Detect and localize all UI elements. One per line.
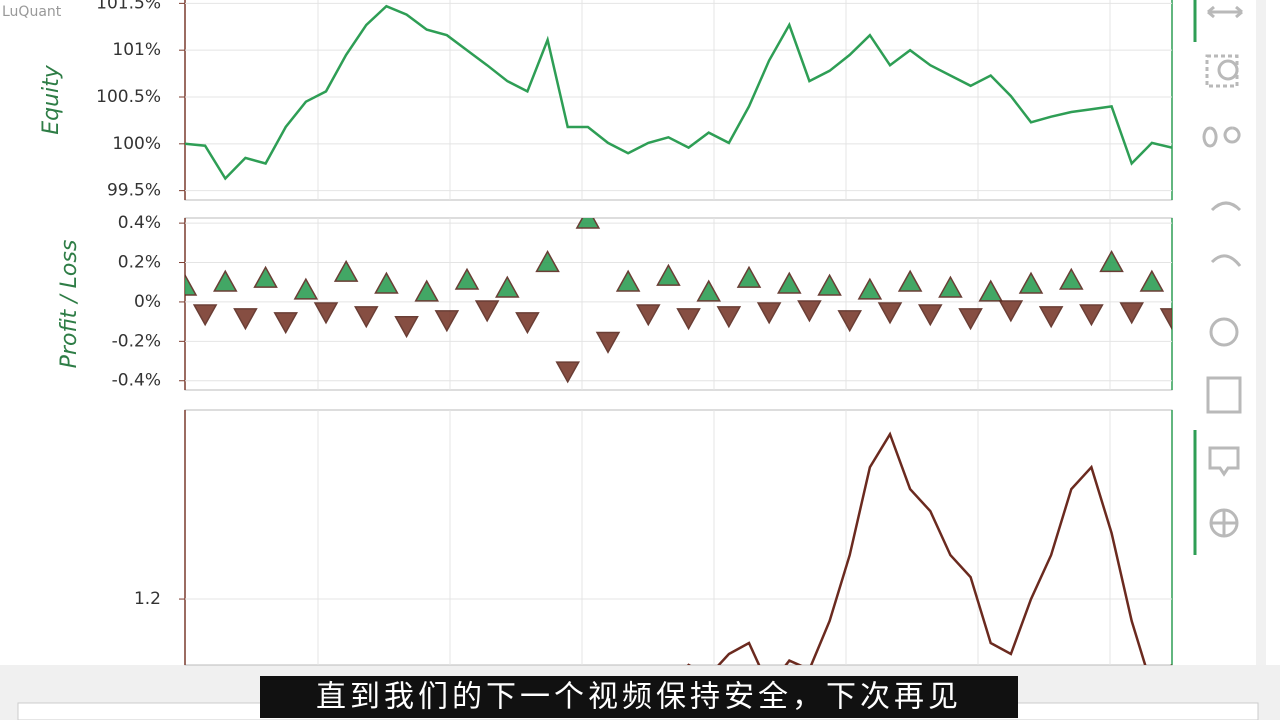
trade-marker [857,277,883,300]
panel: 99.5% 100% 100.5% 101% 101.5% Equity [39,0,1173,201]
pan-tool[interactable] [1207,5,1243,19]
trade-marker [273,312,298,335]
redo-tool[interactable] [1210,254,1242,267]
trade-marker [716,306,742,329]
watermark: LuQuant [2,4,62,20]
trade-marker [777,271,802,294]
trade-marker [676,308,701,331]
trade-marker [837,310,862,333]
trade-marker [333,259,359,282]
trade-marker [555,361,580,384]
trade-marker [185,273,198,296]
subtitle-box [260,676,1018,718]
trade-marker [374,271,399,294]
trade-marker [1139,269,1165,292]
hover-tool[interactable] [1208,446,1240,477]
trade-marker [575,218,601,229]
plot-area [185,218,1172,384]
trade-marker [1059,267,1084,290]
plot-area [185,4,1172,181]
wheel-zoom-tool[interactable] [1202,126,1241,148]
trade-marker [394,316,419,339]
trade-marker [1119,302,1144,325]
charts: 99.5% 100% 100.5% 101% 101.5% Equity -0.4% -0.2… [39,0,1173,666]
trade-marker [293,277,319,300]
y-tick-label: 0% [134,292,161,312]
trade-marker [998,300,1024,323]
trade-marker [515,312,540,335]
trade-marker [253,265,278,288]
y-tick-label: 0.2% [118,253,161,273]
trade-marker [656,263,681,286]
trade-marker [474,300,500,323]
trade-marker [595,331,621,354]
trade-marker [897,269,923,292]
plot-area [686,431,1172,665]
trade-marker [615,269,641,292]
trade-marker [877,302,903,325]
trade-marker [434,310,460,333]
trade-marker [454,267,480,290]
line-series [185,4,1172,181]
line-series [686,431,1172,665]
trade-marker [1038,306,1064,329]
trade-marker [756,302,782,325]
y-tick-label: 1.2 [134,589,161,609]
trade-marker [817,273,842,296]
trade-marker [233,308,258,331]
toolbar [1193,0,1243,555]
subtitle: 直到我们的下一个视频保持安全，下次再见 [316,680,962,715]
y-tick-label: 100% [112,134,161,154]
reset-tool[interactable] [1209,317,1239,347]
trade-marker [354,306,379,329]
trade-marker [495,275,520,298]
trade-marker [696,279,721,302]
save-tool[interactable] [1206,376,1242,414]
y-tick-label: 101.5% [96,0,161,13]
trade-marker [1018,271,1044,294]
trade-marker [192,304,218,327]
trade-marker [938,275,963,298]
y-tick-label: 101% [112,40,161,60]
trade-marker [958,308,983,331]
y-axis-label: Profit / Loss [57,240,82,369]
y-tick-label: -0.4% [112,371,161,391]
trade-marker [918,304,943,327]
undo-tool[interactable] [1210,201,1242,212]
zoom-lens [1217,59,1239,81]
y-axis-label: Equity [39,64,64,135]
y-tick-label: 0.4% [118,213,161,233]
panel: -0.4% -0.2% 0% 0.2% 0.4% Profit / Loss [57,213,1173,391]
scrollbar[interactable] [1256,0,1266,665]
trade-marker [1159,308,1172,331]
trade-marker [1079,304,1104,327]
trade-marker [978,279,1003,302]
panel: 1.2 [134,409,1173,666]
trade-marker [797,300,822,323]
trade-marker [1099,249,1124,273]
trade-marker [313,302,339,325]
y-tick-label: 99.5% [107,181,161,201]
trade-marker [736,265,762,288]
crosshair-lines [1211,510,1237,536]
trade-marker [535,249,560,273]
y-tick-label: 100.5% [96,87,161,107]
trade-marker [414,279,439,302]
y-tick-label: -0.2% [112,331,161,351]
trade-marker [636,304,661,327]
trade-marker [213,269,238,292]
